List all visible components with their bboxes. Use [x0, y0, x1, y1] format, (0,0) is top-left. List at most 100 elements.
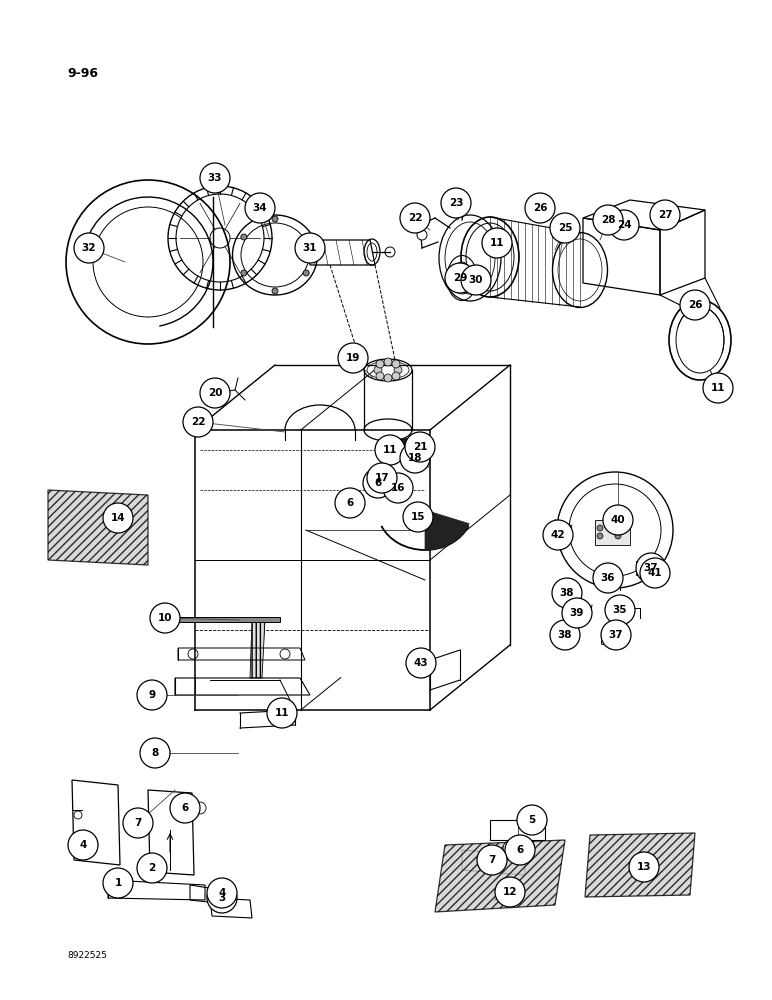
Circle shape	[550, 213, 580, 243]
Circle shape	[375, 435, 405, 465]
Text: 33: 33	[208, 173, 222, 183]
Circle shape	[103, 868, 133, 898]
Text: 18: 18	[408, 453, 422, 463]
Text: 30: 30	[469, 275, 483, 285]
Circle shape	[562, 598, 592, 628]
Circle shape	[550, 620, 580, 650]
Circle shape	[374, 366, 382, 374]
Text: 41: 41	[648, 568, 662, 578]
Text: 22: 22	[191, 417, 205, 427]
Circle shape	[639, 564, 646, 572]
Text: 9-96: 9-96	[67, 67, 98, 80]
Circle shape	[405, 432, 435, 462]
Text: 17: 17	[374, 473, 389, 483]
Circle shape	[513, 841, 527, 855]
Circle shape	[200, 163, 230, 193]
Text: 9: 9	[148, 690, 156, 700]
Circle shape	[593, 205, 623, 235]
Text: 8922525: 8922525	[67, 951, 107, 960]
Circle shape	[207, 878, 237, 908]
Circle shape	[367, 463, 397, 493]
Polygon shape	[553, 525, 572, 543]
Circle shape	[503, 841, 517, 855]
Polygon shape	[390, 438, 418, 457]
Text: 8: 8	[151, 748, 158, 758]
Circle shape	[650, 200, 680, 230]
Text: 16: 16	[391, 483, 405, 493]
Circle shape	[406, 648, 436, 678]
Text: 32: 32	[82, 243, 96, 253]
Text: 4: 4	[218, 888, 225, 898]
Text: 11: 11	[489, 238, 504, 248]
Circle shape	[640, 558, 670, 588]
Text: 5: 5	[528, 815, 536, 825]
Circle shape	[392, 372, 400, 380]
Text: 21: 21	[413, 442, 427, 452]
Text: 25: 25	[557, 223, 572, 233]
Circle shape	[392, 360, 400, 368]
Polygon shape	[48, 490, 148, 565]
Circle shape	[604, 634, 611, 641]
Text: 28: 28	[601, 215, 615, 225]
Text: 43: 43	[414, 658, 428, 668]
Circle shape	[384, 358, 392, 366]
Text: 15: 15	[411, 512, 425, 522]
Circle shape	[400, 443, 430, 473]
Circle shape	[461, 265, 491, 295]
Circle shape	[303, 270, 309, 276]
Text: 6: 6	[516, 845, 523, 855]
Circle shape	[303, 234, 309, 240]
Text: 11: 11	[383, 445, 398, 455]
Polygon shape	[601, 630, 625, 644]
Circle shape	[137, 680, 167, 710]
Circle shape	[200, 378, 230, 408]
Text: 6: 6	[181, 803, 188, 813]
Circle shape	[241, 270, 247, 276]
Text: 14: 14	[110, 513, 125, 523]
Circle shape	[543, 520, 573, 550]
Polygon shape	[435, 840, 565, 912]
Circle shape	[183, 407, 213, 437]
Text: 4: 4	[80, 840, 86, 850]
Text: 38: 38	[560, 588, 574, 598]
Circle shape	[123, 808, 153, 838]
Text: 6: 6	[374, 478, 381, 488]
Circle shape	[517, 805, 547, 835]
Text: 6: 6	[347, 498, 354, 508]
Circle shape	[272, 288, 278, 294]
Text: 20: 20	[208, 388, 222, 398]
Text: 29: 29	[453, 273, 467, 283]
Text: 2: 2	[148, 863, 156, 873]
Circle shape	[376, 360, 384, 368]
Text: 12: 12	[503, 887, 517, 897]
Circle shape	[597, 533, 603, 539]
Circle shape	[703, 373, 733, 403]
Circle shape	[384, 374, 392, 382]
Circle shape	[593, 563, 623, 593]
Circle shape	[680, 290, 710, 320]
Text: 42: 42	[550, 530, 565, 540]
Text: 26: 26	[688, 300, 703, 310]
Circle shape	[636, 553, 666, 583]
Circle shape	[335, 488, 365, 518]
Text: 24: 24	[617, 220, 631, 230]
Text: 26: 26	[533, 203, 547, 213]
Circle shape	[376, 372, 384, 380]
Text: 11: 11	[711, 383, 725, 393]
Text: 31: 31	[303, 243, 317, 253]
Circle shape	[525, 193, 555, 223]
Text: 34: 34	[252, 203, 267, 213]
Circle shape	[615, 533, 621, 539]
Text: 27: 27	[658, 210, 672, 220]
Circle shape	[272, 216, 278, 222]
Text: 7: 7	[134, 818, 142, 828]
Circle shape	[383, 473, 413, 503]
Text: 36: 36	[601, 573, 615, 583]
Text: 10: 10	[157, 613, 172, 623]
Circle shape	[629, 852, 659, 882]
Circle shape	[615, 525, 621, 531]
Text: 39: 39	[570, 608, 584, 618]
Polygon shape	[425, 510, 469, 550]
Text: 1: 1	[114, 878, 122, 888]
Circle shape	[477, 845, 507, 875]
